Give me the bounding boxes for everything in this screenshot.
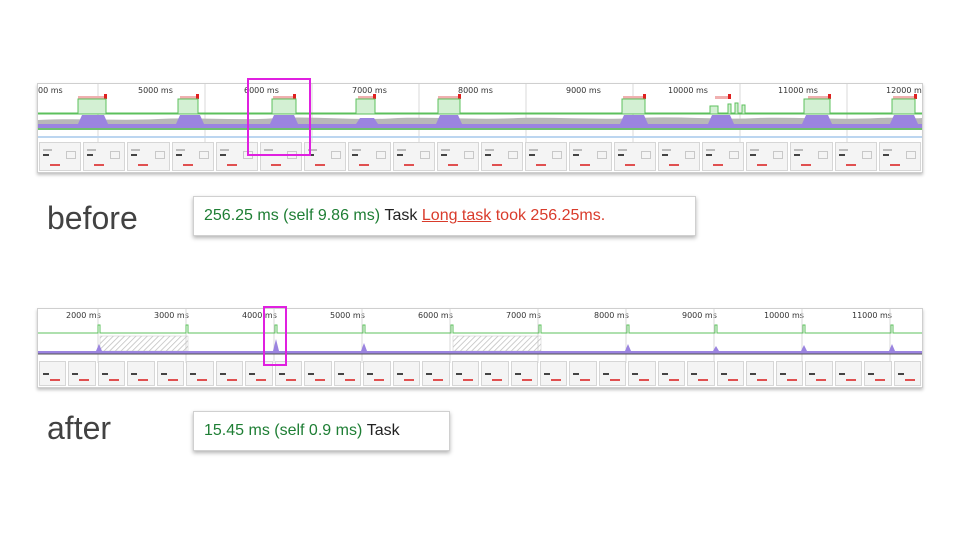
after-time-ruler: 2000 ms 3000 ms 4000 ms 5000 ms 6000 ms … [38, 309, 922, 323]
screenshot-thumbnail[interactable] [363, 361, 391, 386]
screenshot-thumbnail[interactable] [215, 361, 244, 386]
screenshot-thumbnail[interactable] [598, 361, 627, 386]
screenshot-thumbnail[interactable] [834, 142, 877, 171]
screenshot-thumbnail[interactable] [569, 361, 597, 386]
after-task-tooltip: 15.45 ms (self 0.9 ms) Task [193, 411, 450, 451]
screenshot-thumbnail[interactable] [834, 361, 863, 386]
screenshot-thumbnail[interactable] [97, 361, 126, 386]
after-activity-chart [38, 309, 922, 363]
screenshot-thumbnail[interactable] [422, 361, 450, 386]
screenshot-thumbnail[interactable] [127, 142, 170, 171]
ruler-tick: 2000 ms [66, 311, 101, 320]
after-selection-highlight [263, 306, 287, 366]
screenshot-thumbnail[interactable] [127, 361, 155, 386]
before-time-ruler: 00 ms 5000 ms 6000 ms 7000 ms 8000 ms 90… [38, 84, 922, 98]
before-activity-chart [38, 84, 922, 144]
screenshot-thumbnail[interactable] [569, 142, 612, 171]
before-screenshot-strip[interactable] [38, 142, 922, 171]
screenshot-thumbnail[interactable] [392, 361, 421, 386]
screenshot-thumbnail[interactable] [893, 361, 922, 386]
before-timeline-overview[interactable]: 00 ms 5000 ms 6000 ms 7000 ms 8000 ms 90… [37, 83, 923, 173]
screenshot-thumbnail[interactable] [39, 361, 67, 386]
ruler-tick: 6000 ms [418, 311, 453, 320]
before-selection-highlight [247, 78, 311, 156]
ruler-tick: 6000 ms [244, 86, 279, 95]
ruler-tick: 10000 ms [764, 311, 804, 320]
screenshot-thumbnail[interactable] [775, 361, 804, 386]
screenshot-thumbnail[interactable] [613, 142, 656, 171]
screenshot-thumbnail[interactable] [348, 142, 391, 171]
ruler-tick: 11000 ms [778, 86, 818, 95]
screenshot-thumbnail[interactable] [657, 142, 701, 171]
screenshot-thumbnail[interactable] [304, 142, 347, 171]
screenshot-thumbnail[interactable] [790, 142, 833, 171]
ruler-tick: 5000 ms [330, 311, 365, 320]
task-name: Task [384, 207, 418, 224]
screenshot-thumbnail[interactable] [746, 361, 774, 386]
ruler-tick: 8000 ms [458, 86, 493, 95]
screenshot-thumbnail[interactable] [83, 142, 126, 171]
screenshot-thumbnail[interactable] [304, 361, 332, 386]
screenshot-thumbnail[interactable] [392, 142, 435, 171]
task-name: Task [366, 422, 400, 439]
screenshot-thumbnail[interactable] [156, 361, 185, 386]
ruler-tick: 12000 ms [886, 86, 923, 95]
ruler-tick: 11000 ms [852, 311, 892, 320]
long-task-warning: took 256.25ms. [495, 207, 606, 224]
screenshot-thumbnail[interactable] [171, 142, 214, 171]
screenshot-thumbnail[interactable] [539, 361, 568, 386]
task-duration: 15.45 ms (self 0.9 ms) [204, 422, 363, 439]
task-duration: 256.25 ms (self 9.86 ms) [204, 207, 381, 224]
screenshot-thumbnail[interactable] [186, 361, 214, 386]
screenshot-thumbnail[interactable] [525, 142, 568, 171]
ruler-tick: 5000 ms [138, 86, 173, 95]
screenshot-thumbnail[interactable] [805, 361, 833, 386]
screenshot-thumbnail[interactable] [68, 361, 96, 386]
ruler-tick: 9000 ms [566, 86, 601, 95]
screenshot-thumbnail[interactable] [215, 142, 259, 171]
screenshot-thumbnail[interactable] [657, 361, 686, 386]
before-task-tooltip: 256.25 ms (self 9.86 ms) Task Long task … [193, 196, 696, 236]
ruler-tick: 8000 ms [594, 311, 629, 320]
screenshot-thumbnail[interactable] [878, 142, 922, 171]
long-task-link[interactable]: Long task [421, 207, 492, 224]
screenshot-thumbnail[interactable] [39, 142, 82, 171]
screenshot-thumbnail[interactable] [260, 142, 303, 171]
ruler-tick: 3000 ms [154, 311, 189, 320]
ruler-tick: 9000 ms [682, 311, 717, 320]
screenshot-thumbnail[interactable] [451, 361, 480, 386]
screenshot-thumbnail[interactable] [746, 142, 789, 171]
after-timeline-overview[interactable]: 2000 ms 3000 ms 4000 ms 5000 ms 6000 ms … [37, 308, 923, 388]
screenshot-thumbnail[interactable] [436, 142, 480, 171]
before-label: before [47, 200, 138, 236]
screenshot-thumbnail[interactable] [481, 361, 509, 386]
ruler-tick: 7000 ms [352, 86, 387, 95]
screenshot-thumbnail[interactable] [702, 142, 745, 171]
ruler-tick: 4000 ms [242, 311, 277, 320]
screenshot-thumbnail[interactable] [687, 361, 715, 386]
screenshot-thumbnail[interactable] [864, 361, 892, 386]
screenshot-thumbnail[interactable] [716, 361, 745, 386]
after-screenshot-strip[interactable] [38, 361, 922, 386]
after-label: after [47, 410, 112, 446]
screenshot-thumbnail[interactable] [333, 361, 362, 386]
screenshot-thumbnail[interactable] [628, 361, 656, 386]
ruler-tick: 00 ms [38, 86, 63, 95]
ruler-tick: 10000 ms [668, 86, 708, 95]
screenshot-thumbnail[interactable] [481, 142, 524, 171]
ruler-tick: 7000 ms [506, 311, 541, 320]
screenshot-thumbnail[interactable] [510, 361, 538, 386]
